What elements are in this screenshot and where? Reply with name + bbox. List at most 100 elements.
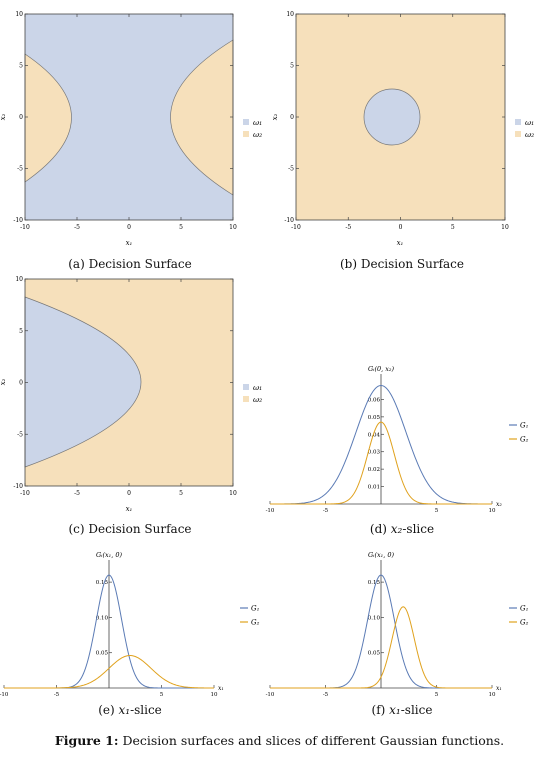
x-tick-label: 5 bbox=[451, 224, 455, 231]
axis-ticks: -10 -5 0 5 10 -10 -5 0 5 10 bbox=[13, 276, 237, 497]
x-axis-label: x₂ bbox=[496, 501, 502, 508]
x-tick-label: -10 bbox=[20, 224, 30, 231]
y-axis-label: x₂ bbox=[271, 113, 279, 120]
decision-surface-b: -10 -5 0 5 10 -10 -5 0 5 10 x₁ x₂ ω₁ ω₂ bbox=[271, 11, 534, 247]
x-tick-label: 10 bbox=[229, 224, 237, 231]
x-tick-label: -5 bbox=[345, 224, 351, 231]
caption-c: (c) Decision Surface bbox=[68, 522, 192, 536]
axis-ticks: -10 -5 0 5 10 -10 -5 0 5 10 bbox=[284, 11, 509, 231]
legend-label-2: G₂ bbox=[520, 619, 529, 627]
y-tick-label: -10 bbox=[13, 217, 23, 224]
caption-variable: x₁ bbox=[389, 703, 401, 717]
y-tick-label: 5 bbox=[19, 328, 23, 335]
y-tick-label: 0 bbox=[19, 114, 23, 121]
x-tick-label: 10 bbox=[489, 692, 496, 698]
legend-label-w2: ω₂ bbox=[253, 130, 262, 139]
legend-swatch-w2 bbox=[243, 396, 249, 402]
caption-a: (a) Decision Surface bbox=[68, 257, 192, 271]
y-tick-label: 5 bbox=[290, 63, 294, 70]
caption-suffix: -slice bbox=[402, 522, 435, 536]
x-tick-label: -10 bbox=[266, 692, 275, 698]
x-tick-label: 0 bbox=[399, 224, 403, 231]
caption-d: (d) x₂-slice bbox=[282, 522, 522, 536]
legend-label-w2: ω₂ bbox=[525, 130, 534, 139]
legend-label-w1: ω₁ bbox=[525, 118, 534, 127]
legend-label-1: G₁ bbox=[520, 605, 529, 613]
x-tick-label: 10 bbox=[211, 692, 218, 698]
caption-f: (f) x₁-slice bbox=[282, 703, 522, 717]
y-tick-label: -10 bbox=[13, 483, 23, 490]
y-axis-label: x₂ bbox=[0, 113, 7, 120]
legend-label-1: G₁ bbox=[520, 422, 529, 430]
y-tick-label: 0.02 bbox=[368, 467, 380, 473]
x-tick-label: 5 bbox=[435, 692, 439, 698]
x-axis-label: x₁ bbox=[126, 505, 133, 513]
decision-surface-a: -10 -5 0 5 10 -10 -5 0 5 10 x₁ x₂ ω₁ ω₂ bbox=[0, 11, 262, 247]
caption-variable: x₁ bbox=[118, 703, 131, 717]
x-tick-label: 5 bbox=[179, 490, 183, 497]
figure-caption: Figure 1: Decision surfaces and slices o… bbox=[0, 733, 559, 748]
x-tick-label: -5 bbox=[323, 692, 329, 698]
legend-label-1: G₁ bbox=[251, 605, 260, 613]
caption-prefix: (d) bbox=[369, 522, 391, 536]
x-tick-label: 0 bbox=[127, 224, 131, 231]
y-tick-label: 0.04 bbox=[368, 432, 381, 438]
legend-label-2: G₂ bbox=[251, 619, 260, 627]
x-tick-label: -10 bbox=[0, 692, 9, 698]
region-w2-left bbox=[24, 53, 72, 183]
series-line-2 bbox=[270, 421, 492, 505]
legend-swatch-w1 bbox=[243, 384, 249, 390]
x-tick-label: 10 bbox=[501, 224, 509, 231]
y-tick-label: 0.03 bbox=[368, 450, 381, 456]
y-tick-label: 10 bbox=[15, 276, 23, 283]
y-tick-label: 0.05 bbox=[368, 651, 381, 657]
x-tick-label: -5 bbox=[74, 490, 80, 497]
legend-label-w1: ω₁ bbox=[253, 383, 262, 392]
plot-title: Gᵢ(0, x₂) bbox=[368, 365, 395, 373]
y-tick-label: -5 bbox=[17, 166, 23, 173]
x-tick-label: 5 bbox=[435, 508, 439, 514]
x-tick-label: -10 bbox=[20, 490, 30, 497]
x-tick-label: -5 bbox=[323, 508, 329, 514]
y-tick-label: 5 bbox=[19, 63, 23, 70]
region-w1-parabola bbox=[24, 296, 142, 468]
series-line-2 bbox=[4, 655, 214, 689]
x-tick-label: 10 bbox=[229, 490, 237, 497]
legend-swatch-w1 bbox=[515, 119, 521, 125]
caption-suffix: -slice bbox=[130, 703, 162, 717]
region-w1-circle bbox=[363, 88, 421, 146]
axis-ticks: -10 -5 0 5 10 -10 -5 0 5 10 bbox=[13, 11, 237, 231]
x-axis-label: x₁ bbox=[218, 685, 224, 692]
legend-swatch-w1 bbox=[243, 119, 249, 125]
series-line-1 bbox=[270, 384, 492, 505]
x-axis-label: x₁ bbox=[496, 685, 502, 692]
caption-variable: x₂ bbox=[390, 522, 403, 536]
y-tick-label: 0.06 bbox=[368, 397, 381, 403]
x-tick-label: -5 bbox=[54, 692, 60, 698]
caption-prefix: (e) bbox=[98, 703, 119, 717]
y-tick-label: -5 bbox=[288, 166, 294, 173]
y-tick-label: 0.05 bbox=[96, 651, 109, 657]
y-tick-label: 0 bbox=[290, 114, 294, 121]
caption-suffix: -slice bbox=[400, 703, 433, 717]
figure-text: Decision surfaces and slices of differen… bbox=[122, 733, 505, 748]
y-tick-label: 0.05 bbox=[368, 415, 381, 421]
legend-swatch-w2 bbox=[243, 131, 249, 137]
slice-plot-d: -10 -5 5 10 0.01 0.02 0.03 0.04 0.05 0.06 x₂ Gᵢ(0, … bbox=[266, 365, 529, 514]
legend-swatch-w2 bbox=[515, 131, 521, 137]
y-tick-label: -10 bbox=[284, 217, 294, 224]
slice-plot-f: -10 -5 5 10 0.05 0.10 0.15 x₁ Gᵢ(x₁, 0) G₁ G₂ bbox=[266, 551, 529, 698]
y-tick-label: 10 bbox=[286, 11, 294, 18]
plot-title: Gᵢ(x₁, 0) bbox=[368, 551, 395, 559]
y-tick-label: 0 bbox=[19, 380, 23, 387]
x-tick-label: -5 bbox=[74, 224, 80, 231]
caption-e: (e) x₁-slice bbox=[10, 703, 250, 717]
x-tick-label: -10 bbox=[266, 508, 275, 514]
y-tick-label: 0.01 bbox=[368, 485, 380, 491]
y-tick-label: 0.10 bbox=[368, 615, 381, 621]
legend-label-w2: ω₂ bbox=[253, 395, 262, 404]
y-tick-label: 0.10 bbox=[96, 615, 109, 621]
y-axis-label: x₂ bbox=[0, 378, 7, 385]
x-tick-label: 5 bbox=[179, 224, 183, 231]
slice-plot-e: -10 -5 5 10 0.05 0.10 0.15 x₁ Gᵢ(x₁, 0) G₁ G₂ bbox=[0, 551, 260, 698]
